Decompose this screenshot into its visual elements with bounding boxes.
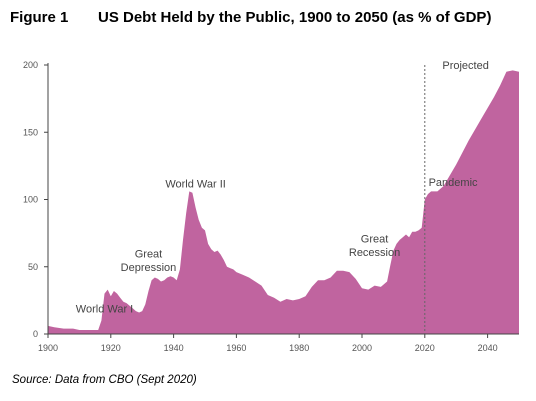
x-tick-label: 2040	[478, 343, 498, 353]
series-area-0	[48, 70, 519, 335]
title-text: US Debt Held by the Public, 1900 to 2050…	[98, 9, 492, 26]
y-tick-label: 50	[28, 262, 38, 272]
x-tick-label: 1920	[101, 343, 121, 353]
annotation-label: Projected	[442, 60, 488, 72]
y-tick-label: 0	[33, 329, 38, 339]
annotation-label: Pandemic	[429, 177, 478, 189]
chart-title: Figure 1 US Debt Held by the Public, 1900…	[10, 9, 491, 26]
annotation-label: World War I	[76, 303, 133, 315]
figure-label: Figure 1	[10, 9, 69, 26]
x-tick-label: 2000	[352, 343, 372, 353]
source-note: Source: Data from CBO (Sept 2020)	[12, 374, 197, 386]
y-tick-label: 100	[23, 195, 38, 205]
x-tick-label: 1940	[164, 343, 184, 353]
x-tick-label: 1900	[38, 343, 58, 353]
annotation-label: Great	[361, 234, 389, 246]
annotation-label: World War II	[165, 178, 226, 190]
annotation-label: Recession	[349, 247, 400, 259]
annotation-label: Depression	[121, 262, 177, 274]
annotation-label: Great	[135, 248, 163, 260]
y-tick-label: 150	[23, 127, 38, 137]
x-tick-label: 2020	[415, 343, 435, 353]
x-tick-label: 1960	[226, 343, 246, 353]
y-tick-label: 200	[23, 60, 38, 70]
x-tick-label: 1980	[289, 343, 309, 353]
